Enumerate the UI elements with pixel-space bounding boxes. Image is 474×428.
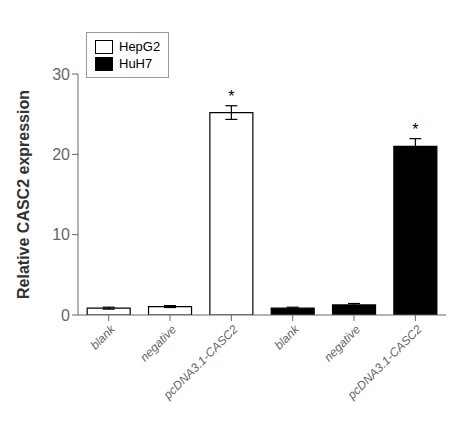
html-text:HepG2: HepG2	[119, 39, 161, 54]
svg-text:30: 30	[52, 66, 70, 83]
svg-text:*: *	[412, 121, 418, 138]
svg-text:negative: negative	[321, 322, 363, 364]
svg-text:negative: negative	[137, 322, 179, 364]
svg-text:pcDNA3.1-CASC2: pcDNA3.1-CASC2	[344, 322, 425, 403]
html-text:HuH7: HuH7	[119, 56, 153, 71]
svg-text:10: 10	[52, 226, 70, 243]
svg-text:0: 0	[61, 307, 70, 324]
svg-text:Relative CASC2 expression: Relative CASC2 expression	[15, 90, 32, 299]
svg-text:blank: blank	[272, 322, 303, 353]
svg-text:*: *	[228, 88, 234, 105]
svg-text:pcDNA3.1-CASC2: pcDNA3.1-CASC2	[160, 322, 241, 403]
svg-text:20: 20	[52, 146, 70, 163]
svg-text:blank: blank	[88, 322, 119, 353]
